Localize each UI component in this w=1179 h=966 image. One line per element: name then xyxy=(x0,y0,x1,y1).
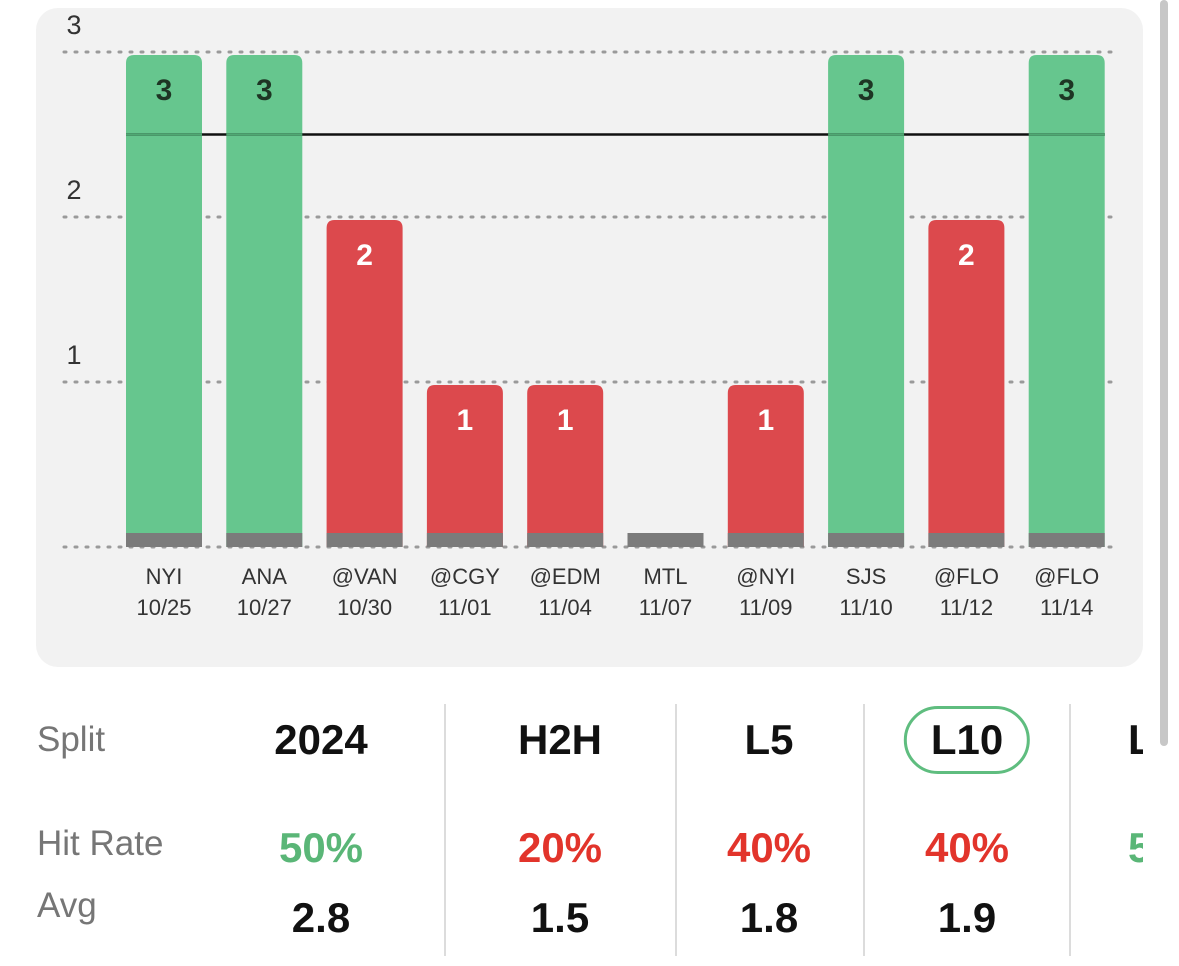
split-tab-l10[interactable]: L10 xyxy=(903,706,1031,774)
column-divider xyxy=(863,704,865,956)
x-opponent-label: @FLO xyxy=(934,564,999,589)
x-opponent-label: NYI xyxy=(146,564,183,589)
column-divider xyxy=(444,704,446,956)
scrollbar[interactable] xyxy=(1160,0,1168,746)
y-tick-label: 1 xyxy=(66,340,81,370)
bar-base xyxy=(627,533,704,547)
y-tick-label: 3 xyxy=(66,10,81,40)
avg-h2h: 1.5 xyxy=(530,894,590,941)
hit-rate-row-label: Hit Rate xyxy=(37,824,164,863)
bar-base xyxy=(928,533,1005,547)
split-tab-l5[interactable]: L5 xyxy=(744,716,794,763)
bar-value-label: 1 xyxy=(557,404,574,437)
bar-value-label: 3 xyxy=(1058,74,1075,107)
bar xyxy=(226,55,303,547)
split-tab-h2h[interactable]: H2H xyxy=(517,716,603,763)
bar xyxy=(126,55,202,547)
bar-value-label: 2 xyxy=(958,239,975,272)
bar-value-label: 1 xyxy=(457,404,474,437)
column-divider xyxy=(675,704,677,956)
bar-value-label: 3 xyxy=(256,74,273,107)
avg-l10: 1.9 xyxy=(937,894,997,941)
bar-base xyxy=(126,533,202,547)
bar xyxy=(828,55,905,547)
x-date-label: 11/01 xyxy=(438,595,491,620)
x-date-label: 10/27 xyxy=(237,595,292,620)
split-tab-2024[interactable]: 2024 xyxy=(274,716,368,763)
x-opponent-label: MTL xyxy=(644,564,688,589)
bar-base xyxy=(426,533,503,547)
x-opponent-label: @CGY xyxy=(430,564,500,589)
splits-table: Split Hit Rate Avg 2024 50% 2.8 H2H 20% … xyxy=(0,690,1179,966)
bar xyxy=(527,385,604,547)
x-opponent-label: SJS xyxy=(846,564,886,589)
bar-base xyxy=(1028,533,1105,547)
hit-rate-2024: 50% xyxy=(278,824,364,871)
x-opponent-label: @VAN xyxy=(332,564,398,589)
y-tick-label: 2 xyxy=(66,175,81,205)
avg-2024: 2.8 xyxy=(291,894,351,941)
bar-base xyxy=(326,533,403,547)
hit-rate-l5: 40% xyxy=(726,824,812,871)
x-date-label: 11/10 xyxy=(839,595,892,620)
x-date-label: 11/12 xyxy=(940,595,993,620)
bar-base xyxy=(828,533,905,547)
column-divider xyxy=(1069,704,1071,956)
hit-rate-h2h: 20% xyxy=(517,824,603,871)
game-log-chart: 1 2 3 3 NYI 10/25 3 ANA 10/27 2 @VAN 10/30 1 @CGY 11/0… xyxy=(36,8,1143,667)
x-opponent-label: @EDM xyxy=(530,564,601,589)
bar xyxy=(326,220,403,547)
bar-value-label: 3 xyxy=(156,74,173,107)
x-date-label: 11/04 xyxy=(538,595,591,620)
bar-base xyxy=(727,533,804,547)
split-tab-partial-label: L xyxy=(1128,716,1143,763)
x-opponent-label: @FLO xyxy=(1034,564,1099,589)
split-row-label: Split xyxy=(37,720,106,759)
x-date-label: 11/14 xyxy=(1040,595,1093,620)
hit-rate-partial: 5 xyxy=(1128,824,1143,884)
hit-rate-partial-value: 5 xyxy=(1128,824,1143,871)
bar-base xyxy=(226,533,303,547)
bar-value-label: 2 xyxy=(356,239,373,272)
bar-base xyxy=(527,533,604,547)
hit-rate-l10: 40% xyxy=(924,824,1010,871)
avg-l5: 1.8 xyxy=(739,894,799,941)
bar xyxy=(1028,55,1105,547)
bar-value-label: 3 xyxy=(858,74,875,107)
split-tab-partial[interactable]: L xyxy=(1128,716,1143,776)
bar-chart: 1 2 3 3 NYI 10/25 3 ANA 10/27 2 @VAN 10/30 1 @CGY 11/0… xyxy=(62,10,1118,620)
x-date-label: 11/07 xyxy=(639,595,692,620)
x-opponent-label: ANA xyxy=(242,564,288,589)
x-date-label: 10/30 xyxy=(337,595,392,620)
x-opponent-label: @NYI xyxy=(736,564,795,589)
avg-row-label: Avg xyxy=(37,886,97,925)
bar xyxy=(928,220,1005,547)
x-date-label: 10/25 xyxy=(136,595,191,620)
x-date-label: 11/09 xyxy=(739,595,792,620)
bar-value-label: 1 xyxy=(757,404,774,437)
bar xyxy=(426,385,503,547)
bar xyxy=(727,385,804,547)
